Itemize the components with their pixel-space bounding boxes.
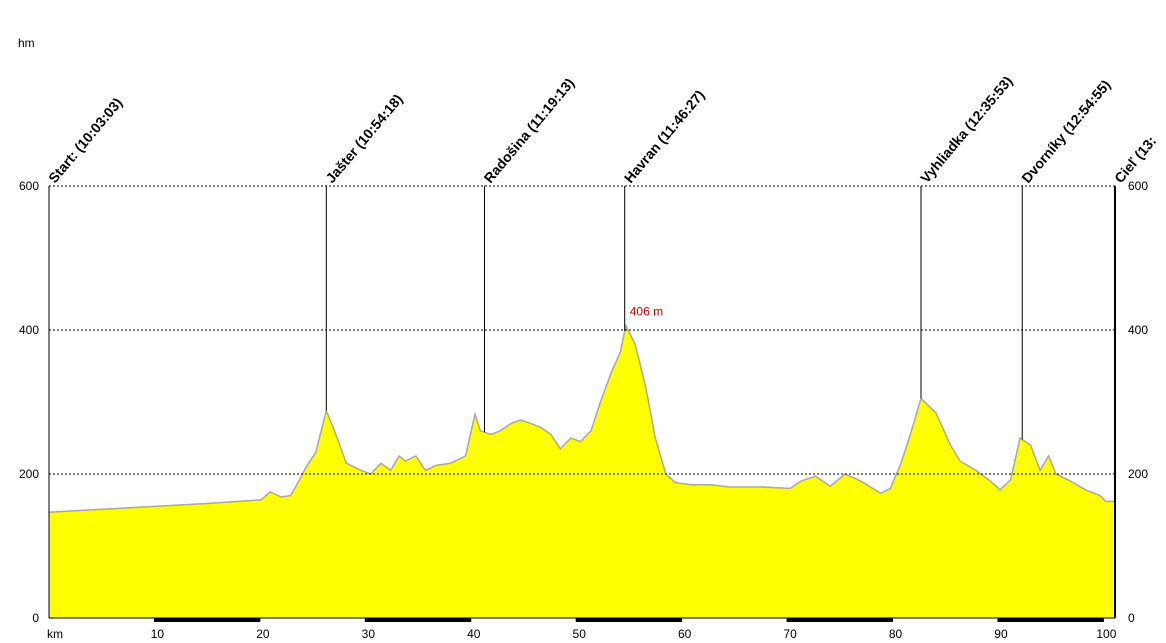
x-tick-label: 10 — [151, 627, 165, 641]
x-tick-label: 50 — [573, 627, 587, 641]
y-unit: hm — [18, 36, 35, 50]
x-tick-label: 90 — [994, 627, 1008, 641]
x-unit: km — [47, 627, 63, 641]
peak-label: 406 m — [630, 305, 663, 319]
y-tick-label-right: 200 — [1128, 467, 1148, 481]
x-tick-label: 40 — [467, 627, 481, 641]
waypoint-label: Start: (10:03:03) — [45, 95, 125, 186]
y-tick-label: 200 — [19, 467, 39, 481]
x-tick-label: 20 — [256, 627, 270, 641]
elevation-line — [48, 323, 1115, 513]
y-tick-label-right: 400 — [1128, 323, 1148, 337]
x-scale-bar — [576, 618, 682, 622]
x-scale-bar — [154, 618, 260, 622]
x-tick-label: 100 — [1096, 627, 1116, 641]
x-tick-label: 30 — [362, 627, 376, 641]
elevation-area — [49, 325, 1115, 618]
y-tick-label-right: 0 — [1128, 611, 1135, 625]
y-tick-label: 0 — [32, 611, 39, 625]
x-tick-label: 80 — [889, 627, 903, 641]
x-tick-label: 60 — [678, 627, 692, 641]
x-scale-bar — [365, 618, 471, 622]
waypoint-label: Vyhliadka (12:35:53) — [917, 73, 1015, 186]
waypoint-label: Dvorníky (12:54:55) — [1018, 77, 1113, 186]
y-tick-label: 400 — [19, 323, 39, 337]
waypoint-label: Cieľ (13: — [1111, 133, 1159, 186]
x-scale-bar — [787, 618, 893, 622]
y-tick-label-right: 600 — [1128, 179, 1148, 193]
y-tick-label: 600 — [19, 179, 39, 193]
x-scale-bar — [997, 618, 1104, 622]
waypoint-label: Havran (11:46:27) — [621, 87, 708, 186]
x-tick-label: 70 — [783, 627, 797, 641]
waypoint-label: Radošina (11:19:13) — [481, 75, 578, 186]
waypoint-label: Jašter (10:54:18) — [322, 91, 405, 186]
